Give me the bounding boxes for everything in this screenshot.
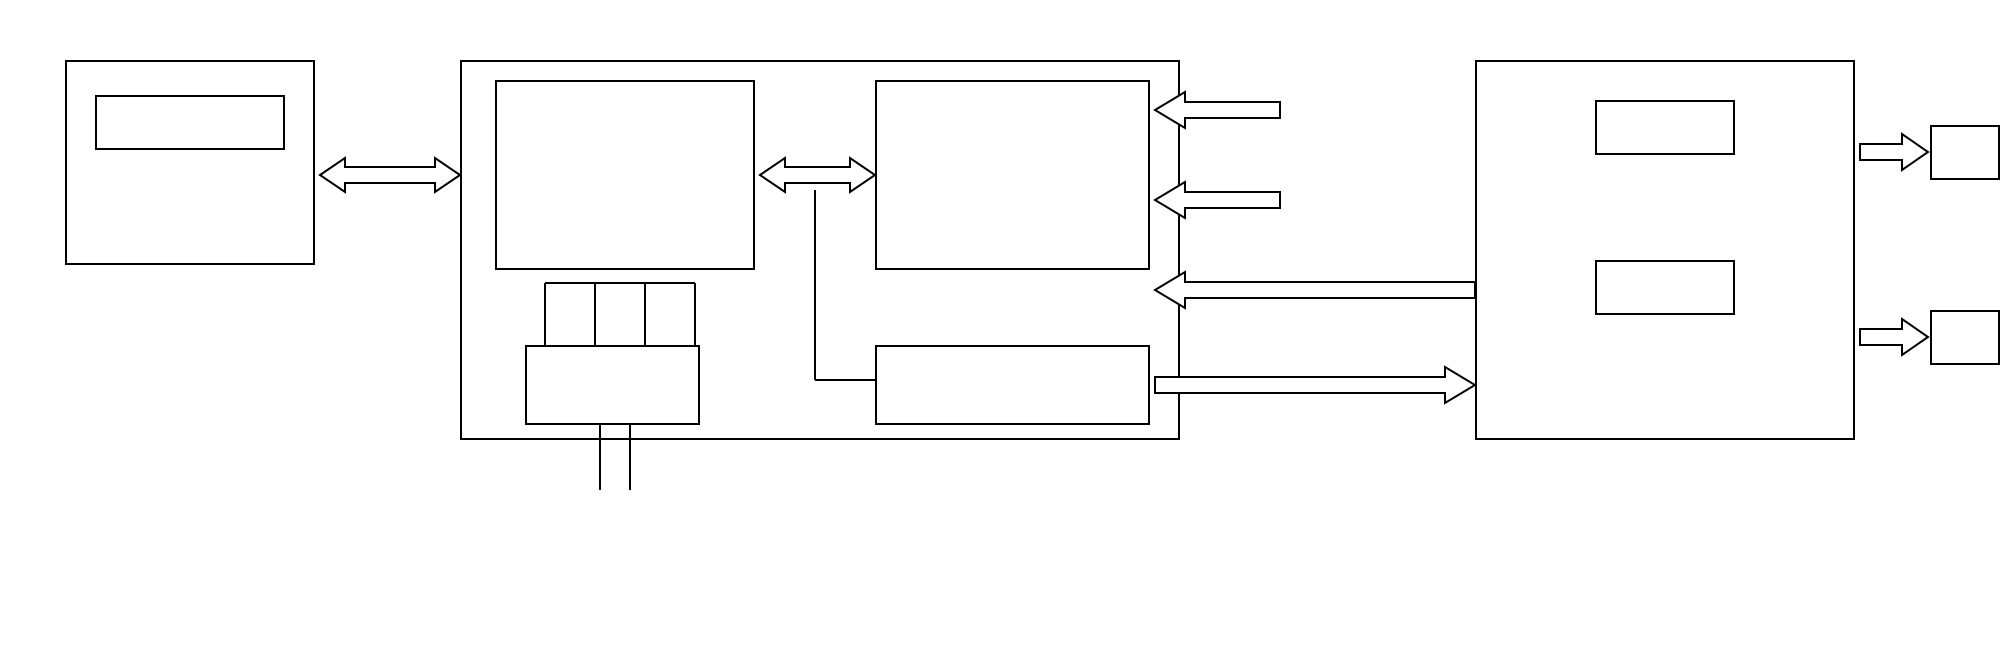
arrow-limit xyxy=(1155,182,1280,218)
arrow-4-5 xyxy=(760,158,875,192)
arrow-relay xyxy=(1155,367,1475,403)
arrow-3-10 xyxy=(1860,134,1928,170)
arrow-motor xyxy=(1155,272,1475,308)
arrow-angle xyxy=(1155,92,1280,128)
arrow-3-11 xyxy=(1860,319,1928,355)
arrow-rs485 xyxy=(320,158,460,192)
diagram-canvas xyxy=(0,0,2005,667)
arrows-layer xyxy=(0,0,2005,667)
